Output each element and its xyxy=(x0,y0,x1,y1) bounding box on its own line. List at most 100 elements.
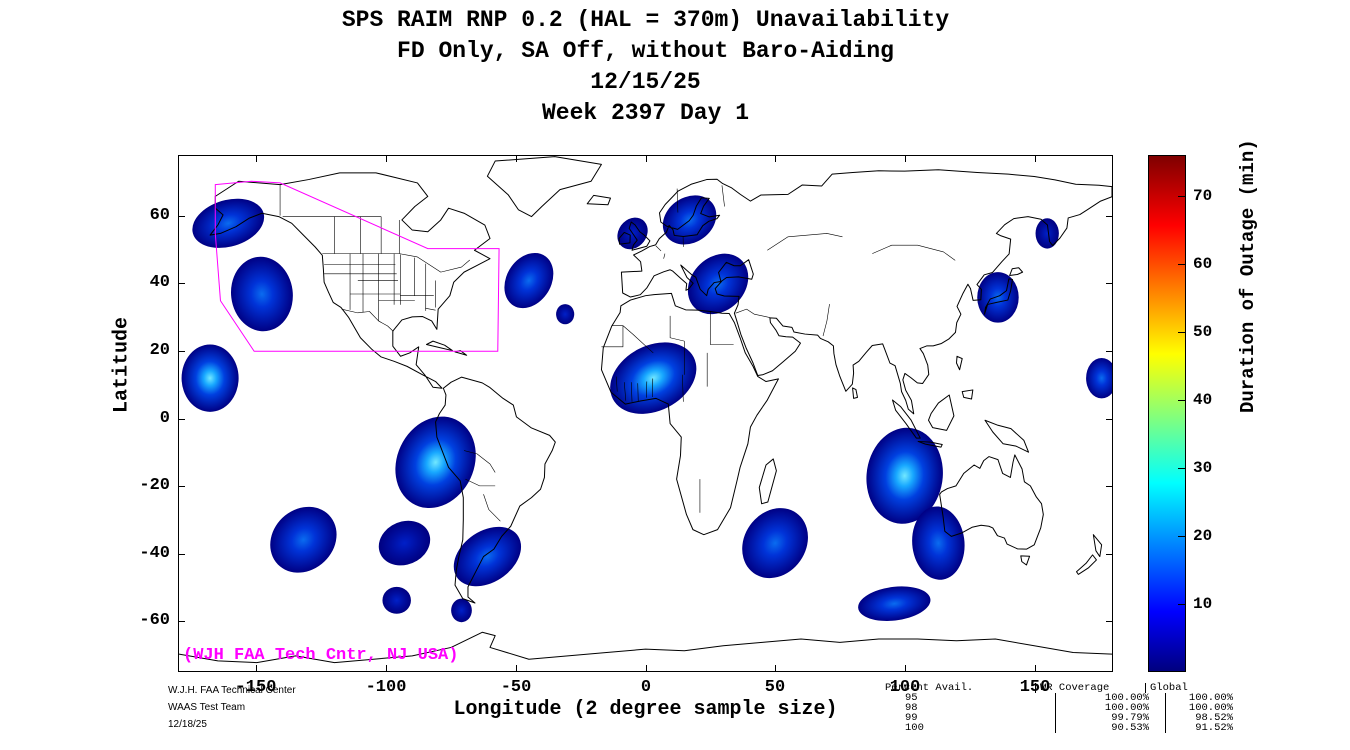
title-line-4: Week 2397 Day 1 xyxy=(541,100,750,126)
cell-wr: 99.79% xyxy=(1055,713,1165,723)
outage-region xyxy=(742,508,808,579)
x-tick-mark xyxy=(775,665,776,671)
x-tick-mark xyxy=(516,156,517,162)
africa-coastline xyxy=(601,293,778,534)
outage-region xyxy=(866,427,943,524)
y-tick-label: 40 xyxy=(149,273,170,292)
outage-region xyxy=(610,342,697,414)
colorbar-tick-label: 20 xyxy=(1193,527,1213,545)
x-tick-mark xyxy=(775,156,776,162)
cell-percent: 99 xyxy=(905,712,918,724)
cell-global: 98.52% xyxy=(1165,713,1249,723)
colorbar-tick-mark xyxy=(1178,536,1185,537)
outage-region xyxy=(858,586,931,621)
political-borders xyxy=(280,185,955,522)
y-tick-label: 0 xyxy=(159,409,170,428)
table-row: 95 100.00% 100.00% xyxy=(885,692,1249,704)
title-line-2: FD Only, SA Off, without Baro-Aiding xyxy=(397,38,894,64)
cell-wr: 90.53% xyxy=(1055,723,1165,733)
new-zealand-coastline xyxy=(1076,535,1101,575)
x-tick-mark xyxy=(256,665,257,671)
table-row: 99 99.79% 98.52% xyxy=(885,712,1249,724)
x-tick-label: 150 xyxy=(1019,678,1051,697)
x-tick-mark xyxy=(386,665,387,671)
colorbar-tick-mark xyxy=(1178,400,1185,401)
y-tick-mark xyxy=(1106,419,1112,420)
y-tick-mark xyxy=(179,554,185,555)
cell-percent: 95 xyxy=(905,692,918,704)
outage-region xyxy=(270,506,337,573)
y-tick-mark xyxy=(1106,351,1112,352)
x-tick-label: -150 xyxy=(235,678,277,697)
x-tick-mark xyxy=(646,665,647,671)
x-tick-mark xyxy=(1035,156,1036,162)
y-tick-label: 60 xyxy=(149,206,170,225)
cell-wr: 100.00% xyxy=(1055,693,1165,703)
y-tick-mark xyxy=(1106,554,1112,555)
outage-region xyxy=(504,252,554,309)
table-row: 100 90.53% 91.52% xyxy=(885,722,1249,734)
outage-region xyxy=(395,416,476,509)
y-tick-mark xyxy=(1106,216,1112,217)
header-wr-coverage: WR Coverage xyxy=(1035,683,1145,693)
cell-percent: 100 xyxy=(905,722,924,734)
country-borders-layer xyxy=(280,185,955,522)
y-tick-label: -40 xyxy=(139,544,170,563)
header-percent-avail: Percent Avail. xyxy=(885,682,974,694)
ireland-coastline xyxy=(619,232,630,244)
colorbar-tick-mark xyxy=(1178,264,1185,265)
outage-region xyxy=(556,304,575,325)
x-tick-label: 50 xyxy=(764,678,786,697)
x-tick-label: -100 xyxy=(365,678,407,697)
outage-region xyxy=(192,198,265,248)
x-tick-mark xyxy=(1035,665,1036,671)
y-tick-mark xyxy=(1106,621,1112,622)
world-map xyxy=(179,156,1112,671)
y-tick-mark xyxy=(1106,283,1112,284)
x-tick-label: 0 xyxy=(640,678,652,697)
outage-region xyxy=(687,253,749,315)
outage-region xyxy=(451,598,472,623)
greenland-coastline xyxy=(487,157,601,217)
waas-service-boundary xyxy=(215,181,499,351)
australia-coastline xyxy=(940,455,1044,565)
x-tick-label: 100 xyxy=(889,678,921,697)
y-tick-mark xyxy=(179,419,185,420)
outage-region xyxy=(378,520,431,566)
credits-line-2: WAAS Test Team xyxy=(168,702,246,713)
y-tick-label: -20 xyxy=(139,476,170,495)
y-tick-label: -60 xyxy=(139,611,170,630)
south-america-coastline xyxy=(436,377,556,603)
colorbar-tick-label: 10 xyxy=(1193,595,1213,613)
indonesia-coastline xyxy=(853,356,1029,452)
y-tick-mark xyxy=(179,486,185,487)
britain-coastline xyxy=(629,222,650,250)
colorbar xyxy=(1148,155,1186,672)
y-tick-mark xyxy=(179,621,185,622)
coastlines-layer xyxy=(179,157,1112,663)
iceland-coastline xyxy=(587,195,610,204)
map-plot-area xyxy=(178,155,1113,672)
north-america-coastline xyxy=(210,173,490,388)
cell-global: 91.52% xyxy=(1165,723,1249,733)
cell-percent: 98 xyxy=(905,702,918,714)
eurasia-coastline xyxy=(621,170,1112,414)
y-tick-mark xyxy=(179,216,185,217)
y-tick-label: 20 xyxy=(149,341,170,360)
y-tick-mark xyxy=(1106,486,1112,487)
cuba-coastline xyxy=(427,341,453,350)
colorbar-tick-label: 50 xyxy=(1193,323,1213,341)
outage-region xyxy=(231,256,293,332)
colorbar-tick-label: 40 xyxy=(1193,391,1213,409)
colorbar-tick-label: 30 xyxy=(1193,459,1213,477)
colorbar-tick-label: 70 xyxy=(1193,187,1213,205)
outage-region xyxy=(977,272,1019,323)
colorbar-tick-mark xyxy=(1178,196,1185,197)
availability-table-header: Percent Avail. WR Coverage Global xyxy=(885,682,1249,694)
cell-wr: 100.00% xyxy=(1055,703,1165,713)
table-row: 98 100.00% 100.00% xyxy=(885,702,1249,714)
x-tick-mark xyxy=(256,156,257,162)
colorbar-tick-mark xyxy=(1178,332,1185,333)
madagascar-coastline xyxy=(759,459,776,504)
